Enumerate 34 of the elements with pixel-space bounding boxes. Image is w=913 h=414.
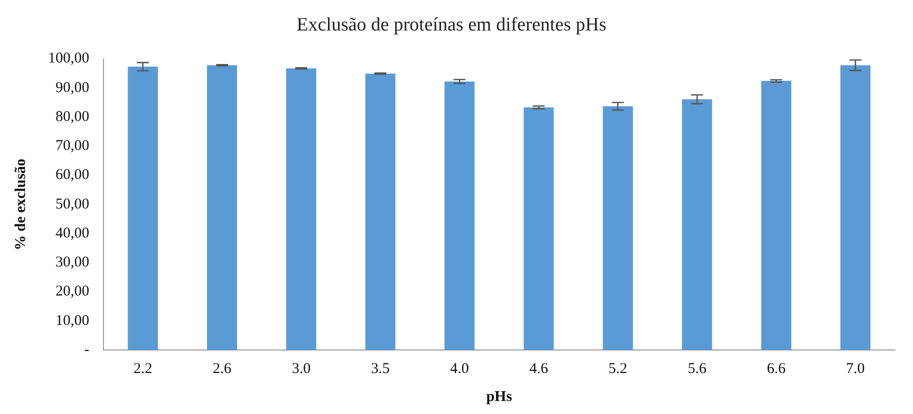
bar xyxy=(602,106,633,350)
y-tick-label: 40,00 xyxy=(56,225,90,242)
y-tick-label: 50,00 xyxy=(56,196,90,212)
x-tick-label: 2.6 xyxy=(212,360,232,377)
bar xyxy=(365,74,396,350)
bar xyxy=(840,65,870,350)
y-tick-label: - xyxy=(84,342,90,358)
y-tick-label: 80,00 xyxy=(56,108,90,125)
y-axis-title: % de exclusão xyxy=(12,158,29,250)
bar xyxy=(206,65,238,350)
y-tick-label: 30,00 xyxy=(56,254,90,271)
bar xyxy=(524,107,554,350)
x-tick-label: 2.2 xyxy=(133,360,152,377)
y-tick-label: 90,00 xyxy=(56,80,90,96)
x-tick-label: 7.0 xyxy=(846,360,865,377)
x-tick-label: 5.6 xyxy=(688,360,707,377)
bar xyxy=(444,82,475,350)
x-tick-label: 6.6 xyxy=(766,360,786,377)
x-tick-label: 4.6 xyxy=(529,360,549,377)
x-tick-label: 4.0 xyxy=(450,360,469,377)
y-tick-label: 70,00 xyxy=(56,138,90,154)
y-tick-label: 60,00 xyxy=(56,167,90,184)
y-tick-label: 10,00 xyxy=(56,312,90,329)
x-tick-label: 3.0 xyxy=(292,360,311,377)
y-tick-label: 100,00 xyxy=(48,50,90,67)
bar xyxy=(128,66,158,350)
bar xyxy=(682,99,712,350)
bar xyxy=(286,68,316,350)
y-tick-label: 20,00 xyxy=(56,284,90,300)
bar xyxy=(761,80,792,350)
x-axis-title: pHs xyxy=(486,388,512,405)
x-tick-label: 3.5 xyxy=(370,360,390,377)
chart-title: Exclusão de proteínas em diferentes pHs xyxy=(296,14,606,36)
x-tick-label: 5.2 xyxy=(608,360,628,377)
